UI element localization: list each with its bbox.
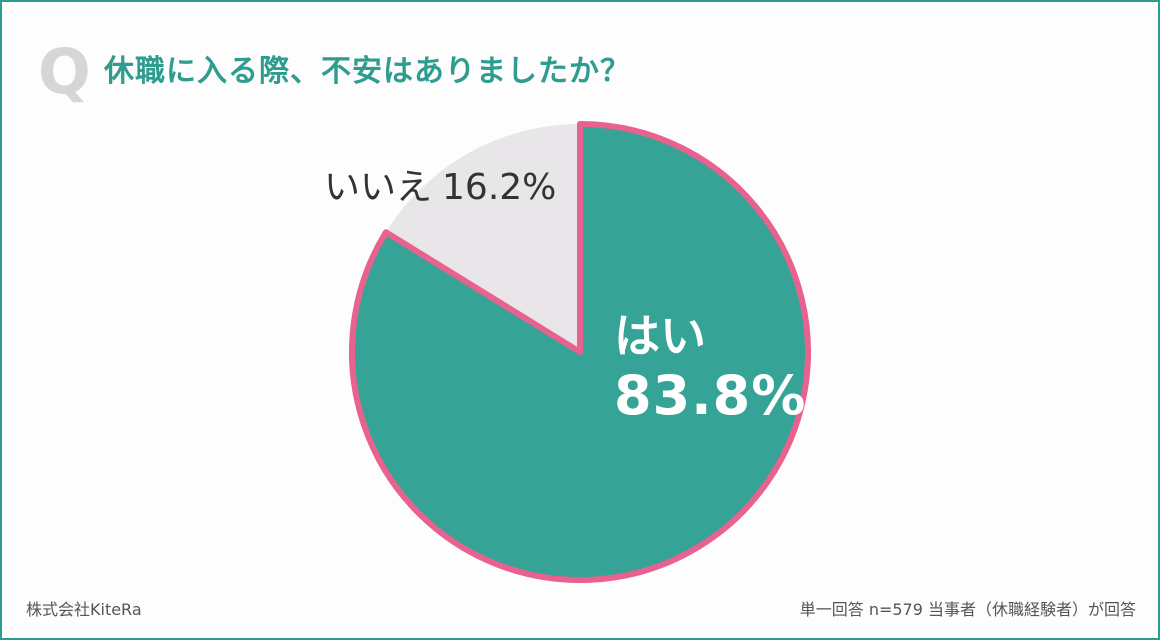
slice-label-no: いいえ 16.2% [324,164,556,212]
pie-slice-no [385,124,580,352]
slice-yes-name: はい [614,309,706,363]
slice-label-yes: はい 83.8% [614,308,806,428]
company-credit: 株式会社KiteRa [26,600,142,619]
slice-yes-percent: 83.8% [614,364,807,427]
pie-slice-yes [349,121,811,583]
q-icon: Q [38,35,91,108]
slice-no-name: いいえ [324,167,433,208]
survey-note: 単一回答 n=579 当事者（休職経験者）が回答 [799,600,1136,619]
question-title: 休職に入る際、不安はありましたか？ [104,54,631,89]
slice-no-percent: 16.2% [442,167,557,208]
